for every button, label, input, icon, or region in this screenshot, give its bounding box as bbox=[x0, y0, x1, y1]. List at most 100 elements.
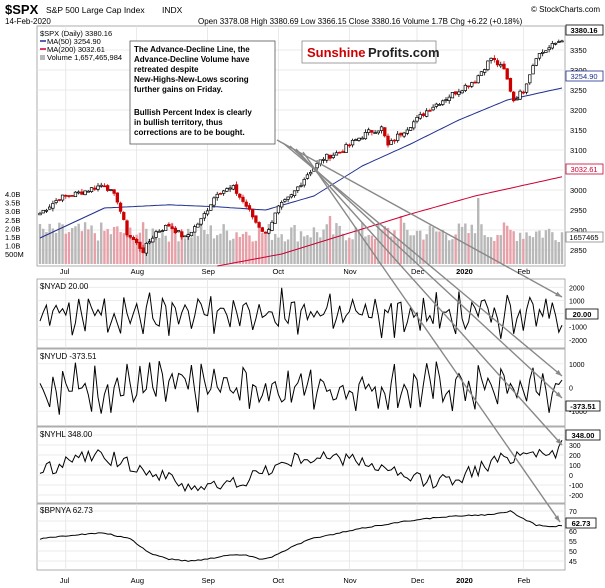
volume-bar bbox=[274, 233, 277, 264]
bpnya-last: 62.73 bbox=[572, 519, 591, 528]
candle-body bbox=[112, 189, 116, 194]
candle-body bbox=[83, 190, 87, 196]
price-tick-label: 2850 bbox=[570, 246, 587, 255]
candle-body bbox=[109, 189, 113, 191]
candle-body bbox=[225, 188, 229, 192]
candle-body bbox=[254, 215, 258, 223]
volume-bar bbox=[51, 228, 55, 264]
volume-tick-label: 3.5B bbox=[5, 199, 20, 208]
ma200-last: 3032.61 bbox=[570, 165, 597, 174]
volume-bar bbox=[373, 238, 377, 264]
volume-bar bbox=[489, 237, 493, 264]
volume-bar bbox=[509, 229, 512, 264]
arrow-line bbox=[289, 145, 563, 399]
volume-bar bbox=[332, 234, 335, 264]
candle-body bbox=[209, 204, 213, 211]
candle-body bbox=[408, 127, 413, 131]
candle-body bbox=[151, 237, 155, 243]
volume-bar bbox=[557, 241, 560, 264]
volume-bar bbox=[180, 234, 183, 264]
candle-body bbox=[189, 231, 194, 237]
volume-bar bbox=[141, 222, 145, 264]
volume-bar bbox=[444, 234, 448, 264]
volume-bar bbox=[241, 233, 245, 264]
candle-body bbox=[405, 129, 409, 134]
volume-bar bbox=[499, 235, 502, 264]
volume-bar bbox=[315, 232, 319, 264]
volume-bar bbox=[525, 232, 528, 264]
chart-date: 14-Feb-2020 bbox=[5, 17, 51, 26]
candle-body bbox=[296, 186, 300, 191]
chart-index-name: S&P 500 Large Cap Index bbox=[46, 5, 145, 15]
volume-bar bbox=[196, 235, 200, 264]
volume-bar bbox=[335, 223, 338, 264]
candle-body bbox=[289, 194, 293, 198]
bpnya-tick-label: 55 bbox=[569, 539, 577, 546]
volume-bar bbox=[193, 227, 196, 264]
x-axis-label: Dec bbox=[411, 576, 425, 585]
candle-body bbox=[138, 241, 142, 249]
volume-bar bbox=[293, 224, 296, 264]
candle-body bbox=[222, 190, 226, 194]
volume-bar bbox=[135, 234, 138, 264]
volume-tick-label: 2.5B bbox=[5, 216, 20, 225]
candle-body bbox=[437, 104, 442, 106]
candle-body bbox=[425, 110, 429, 117]
volume-bar bbox=[341, 233, 345, 264]
volume-bar bbox=[422, 239, 425, 264]
volume-bar bbox=[248, 235, 251, 264]
x-axis-label: 2020 bbox=[456, 576, 473, 585]
volume-bar bbox=[90, 225, 93, 264]
candle-body bbox=[67, 195, 71, 197]
volume-bar bbox=[270, 239, 274, 264]
arrow-head bbox=[555, 369, 562, 376]
ohlc-summary: Open 3378.08 High 3380.69 Low 3366.15 Cl… bbox=[198, 17, 523, 26]
x-axis-label: Feb bbox=[517, 267, 530, 276]
annotation-line-1: The Advance-Decline Line, the bbox=[134, 45, 250, 54]
volume-bar bbox=[87, 229, 90, 264]
candle-body bbox=[273, 212, 277, 224]
candle-body bbox=[521, 91, 525, 94]
candle-body bbox=[241, 196, 245, 202]
volume-bar bbox=[470, 224, 473, 264]
candle-body bbox=[247, 205, 252, 210]
volume-bar bbox=[367, 234, 370, 264]
volume-bar bbox=[435, 231, 438, 264]
candle-body bbox=[305, 174, 310, 179]
nyad-tick-label: -1000 bbox=[569, 325, 587, 332]
volume-bar bbox=[344, 240, 348, 264]
volume-bar bbox=[203, 230, 206, 264]
candle-body bbox=[154, 231, 158, 238]
price-tick-label: 3100 bbox=[570, 146, 587, 155]
indicator-lines bbox=[39, 287, 563, 562]
candle-body bbox=[144, 243, 148, 254]
volume-bar bbox=[425, 234, 428, 264]
candle-body bbox=[44, 209, 49, 212]
volume-last: 1657465 bbox=[569, 233, 598, 242]
volume-tick-label: 4.0B bbox=[5, 190, 20, 199]
nyhl-line bbox=[39, 439, 563, 493]
chart-symbol: $SPX bbox=[5, 2, 39, 17]
legend-volume-swatch bbox=[40, 55, 45, 60]
candle-body bbox=[550, 43, 554, 49]
volume-bar bbox=[428, 225, 432, 264]
ma200-line bbox=[217, 176, 563, 267]
nyud-tick-label: -1000 bbox=[569, 409, 587, 416]
volume-bar bbox=[67, 232, 71, 264]
volume-bar bbox=[154, 238, 158, 264]
annotation-arrows bbox=[276, 139, 563, 523]
candle-body bbox=[86, 190, 90, 193]
nyud-line bbox=[39, 360, 563, 415]
volume-bar bbox=[528, 235, 531, 264]
volume-bar bbox=[80, 231, 84, 264]
candle-body bbox=[276, 205, 281, 214]
volume-bar bbox=[377, 223, 380, 264]
candle-body bbox=[115, 192, 119, 203]
volume-bar bbox=[451, 239, 454, 264]
candle-body bbox=[321, 158, 326, 161]
candle-body bbox=[93, 187, 97, 190]
x-axis-label: Aug bbox=[131, 576, 144, 585]
volume-bar bbox=[448, 240, 451, 264]
candle-body bbox=[212, 197, 216, 206]
